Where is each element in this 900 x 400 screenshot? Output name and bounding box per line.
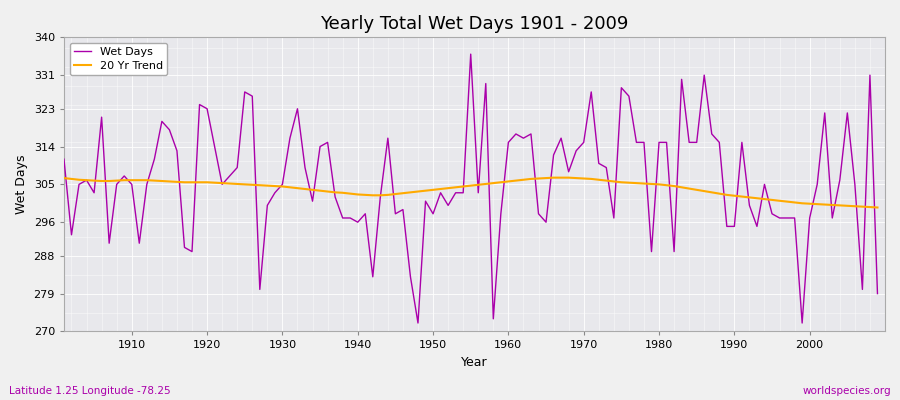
X-axis label: Year: Year	[461, 356, 488, 369]
Wet Days	[412, 321, 423, 326]
20 Yr Trend	[495, 180, 506, 185]
Line: Wet Days: Wet Days	[64, 54, 878, 323]
20 Yr Trend	[548, 175, 559, 180]
20 Yr Trend	[329, 190, 340, 195]
Text: Latitude 1.25 Longitude -78.25: Latitude 1.25 Longitude -78.25	[9, 386, 171, 396]
Wet Days	[284, 136, 295, 140]
Wet Days	[872, 291, 883, 296]
20 Yr Trend	[872, 205, 883, 210]
Text: worldspecies.org: worldspecies.org	[803, 386, 891, 396]
20 Yr Trend	[284, 185, 295, 190]
Wet Days	[329, 194, 340, 199]
Y-axis label: Wet Days: Wet Days	[15, 155, 28, 214]
20 Yr Trend	[58, 176, 69, 180]
Title: Yearly Total Wet Days 1901 - 2009: Yearly Total Wet Days 1901 - 2009	[320, 15, 629, 33]
Wet Days	[465, 52, 476, 56]
20 Yr Trend	[503, 179, 514, 184]
20 Yr Trend	[601, 178, 612, 183]
Wet Days	[608, 216, 619, 220]
Wet Days	[510, 132, 521, 136]
Wet Days	[58, 157, 69, 162]
Line: 20 Yr Trend: 20 Yr Trend	[64, 178, 878, 208]
20 Yr Trend	[119, 178, 130, 182]
Wet Days	[119, 174, 130, 178]
Wet Days	[518, 136, 529, 140]
Legend: Wet Days, 20 Yr Trend: Wet Days, 20 Yr Trend	[69, 43, 167, 75]
